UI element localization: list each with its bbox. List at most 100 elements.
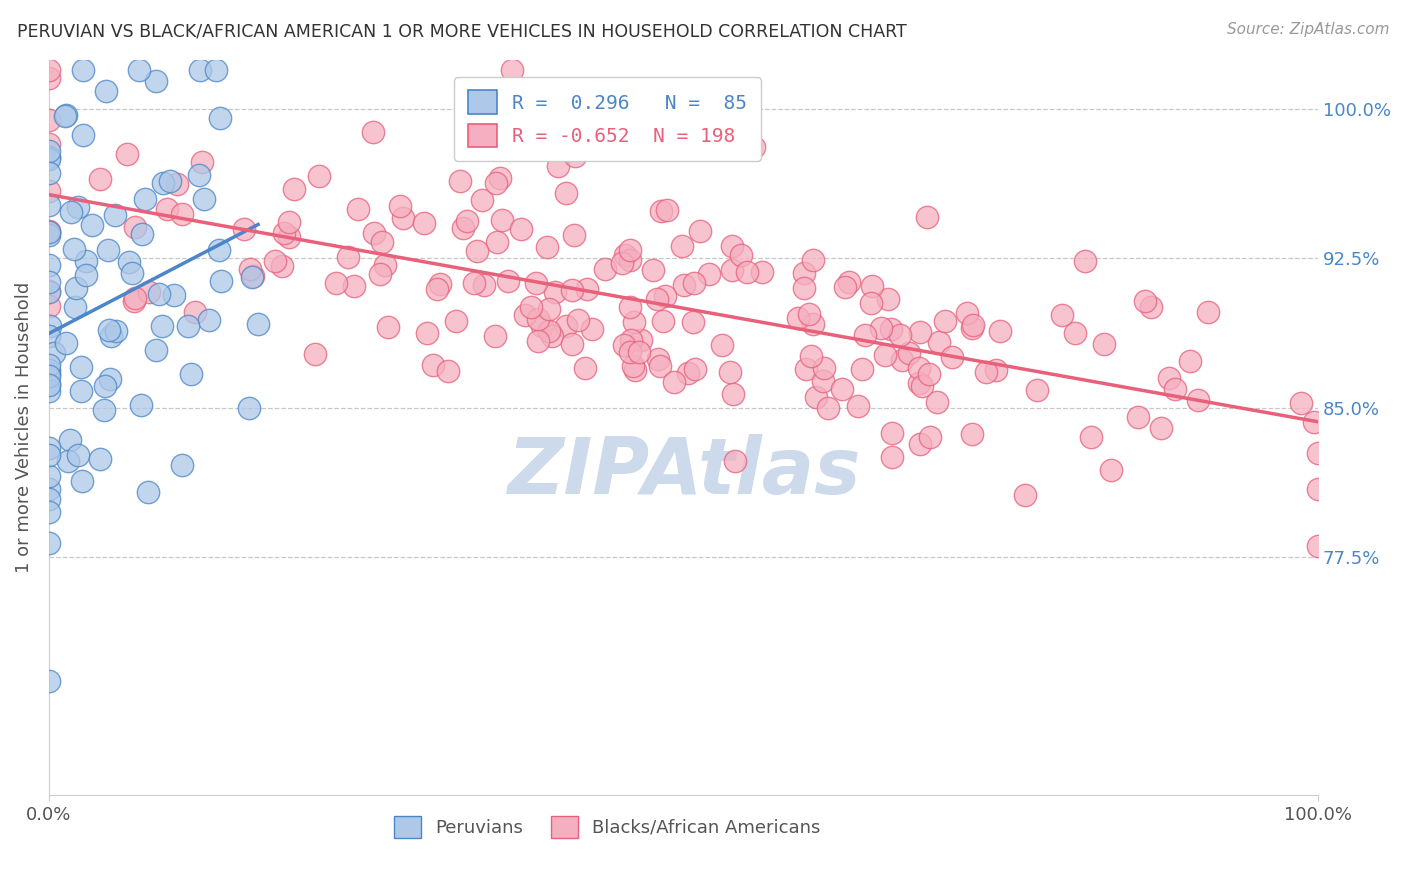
Point: [38, 536, 60, 550]
Point: [742, 139, 765, 153]
Point: [283, 181, 305, 195]
Point: [465, 244, 488, 258]
Point: [38, 71, 60, 86]
Point: [1164, 382, 1187, 396]
Point: [38, 384, 60, 398]
Point: [69, 359, 91, 374]
Point: [374, 258, 396, 272]
Point: [662, 375, 685, 389]
Point: [412, 216, 434, 230]
Point: [361, 124, 384, 138]
Point: [449, 174, 471, 188]
Point: [526, 334, 548, 348]
Point: [187, 168, 209, 182]
Point: [1157, 371, 1180, 385]
Point: [834, 280, 856, 294]
Point: [513, 308, 536, 322]
Point: [1099, 463, 1122, 477]
Point: [683, 362, 706, 376]
Point: [520, 300, 543, 314]
Point: [1308, 445, 1330, 459]
Point: [159, 174, 181, 188]
Point: [343, 278, 366, 293]
Point: [1052, 308, 1074, 322]
Point: [735, 265, 758, 279]
Point: [39, 318, 62, 333]
Point: [128, 62, 150, 77]
Legend: Peruvians, Blacks/African Americans: Peruvians, Blacks/African Americans: [387, 809, 828, 846]
Point: [928, 334, 950, 349]
Point: [242, 269, 264, 284]
Point: [651, 314, 673, 328]
Point: [75, 254, 97, 268]
Point: [472, 277, 495, 292]
Point: [641, 262, 664, 277]
Point: [986, 363, 1008, 377]
Point: [347, 202, 370, 216]
Point: [817, 401, 839, 415]
Point: [489, 170, 512, 185]
Point: [38, 367, 60, 381]
Point: [650, 203, 672, 218]
Point: [673, 278, 696, 293]
Point: [793, 281, 815, 295]
Point: [1026, 383, 1049, 397]
Point: [567, 313, 589, 327]
Point: [562, 228, 585, 243]
Point: [1133, 293, 1156, 308]
Point: [60, 205, 83, 219]
Point: [150, 318, 173, 333]
Point: [561, 284, 583, 298]
Point: [38, 285, 60, 300]
Point: [59, 433, 82, 447]
Point: [671, 239, 693, 253]
Point: [197, 313, 219, 327]
Point: [38, 184, 60, 198]
Point: [38, 468, 60, 483]
Point: [544, 285, 567, 300]
Point: [188, 62, 211, 77]
Point: [72, 475, 94, 489]
Point: [152, 176, 174, 190]
Point: [561, 337, 583, 351]
Point: [486, 235, 509, 249]
Point: [623, 363, 645, 377]
Point: [501, 62, 523, 77]
Point: [65, 281, 87, 295]
Point: [177, 318, 200, 333]
Point: [38, 377, 60, 392]
Point: [1308, 482, 1330, 496]
Point: [55, 108, 77, 122]
Point: [38, 275, 60, 289]
Point: [988, 324, 1011, 338]
Point: [682, 315, 704, 329]
Point: [270, 260, 292, 274]
Point: [711, 337, 734, 351]
Point: [183, 305, 205, 319]
Point: [889, 327, 911, 342]
Point: [547, 159, 569, 173]
Point: [63, 301, 86, 315]
Point: [89, 172, 111, 186]
Point: [647, 351, 669, 366]
Point: [388, 199, 411, 213]
Point: [53, 109, 76, 123]
Point: [612, 256, 634, 270]
Point: [801, 317, 824, 331]
Point: [38, 491, 60, 506]
Point: [170, 207, 193, 221]
Point: [538, 324, 561, 338]
Point: [689, 224, 711, 238]
Point: [697, 267, 720, 281]
Point: [800, 349, 823, 363]
Point: [422, 358, 444, 372]
Point: [155, 202, 177, 216]
Point: [124, 292, 146, 306]
Point: [526, 312, 548, 326]
Point: [38, 377, 60, 392]
Point: [485, 176, 508, 190]
Point: [363, 226, 385, 240]
Point: [38, 225, 60, 239]
Point: [170, 458, 193, 472]
Point: [911, 379, 934, 393]
